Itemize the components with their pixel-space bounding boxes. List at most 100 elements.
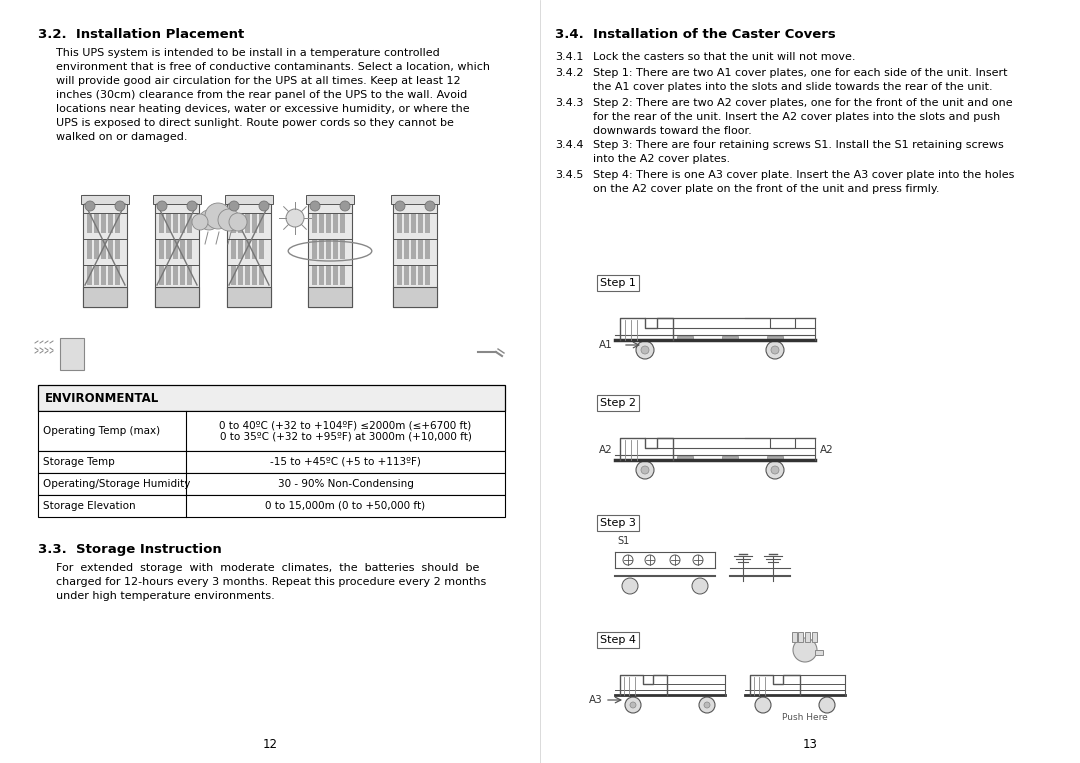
Circle shape [636,341,654,359]
Bar [180,239,185,259]
Text: A2: A2 [820,445,834,455]
Text: Step 2: There are two A2 cover plates, one for the front of the unit and one
for: Step 2: There are two A2 cover plates, o… [593,98,1013,136]
Bar [156,195,199,307]
Circle shape [625,697,642,713]
Bar [38,495,505,517]
Bar [180,213,185,233]
Bar [60,338,84,370]
Bar [252,265,257,285]
Circle shape [793,638,816,662]
Circle shape [395,201,405,211]
Bar [252,213,257,233]
Bar [83,195,127,307]
Bar [333,265,337,285]
Circle shape [157,201,167,211]
Bar [326,239,330,259]
Bar [108,239,112,259]
Text: Operating Temp (max): Operating Temp (max) [43,426,160,436]
Bar [340,213,345,233]
Circle shape [218,209,240,231]
Bar [245,265,249,285]
Bar [340,265,345,285]
Bar [159,239,163,259]
Circle shape [692,578,708,594]
Bar [815,650,823,655]
Text: 0 to 40ºC (+32 to +104ºF) ≤2000m (≤+6700 ft)
0 to 35ºC (+32 to +95ºF) at 3000m (: 0 to 40ºC (+32 to +104ºF) ≤2000m (≤+6700… [219,420,472,442]
Bar [411,265,416,285]
Circle shape [699,697,715,713]
Bar [792,632,797,642]
Bar [83,287,127,307]
Bar [326,265,330,285]
Bar [397,239,402,259]
Bar [393,195,437,307]
Bar [87,213,92,233]
Text: Step 2: Step 2 [600,398,636,408]
Bar [166,213,171,233]
Bar [397,265,402,285]
Bar [166,265,171,285]
Bar [411,239,416,259]
Circle shape [630,702,636,708]
Bar [677,336,693,339]
Bar [231,265,235,285]
Bar [767,456,783,459]
Bar [326,213,330,233]
Circle shape [187,201,197,211]
Bar [333,239,337,259]
Bar [102,239,106,259]
Text: 0 to 15,000m (0 to +50,000 ft): 0 to 15,000m (0 to +50,000 ft) [266,501,426,511]
Bar [81,195,129,204]
Bar [231,239,235,259]
Bar [319,265,324,285]
Text: Storage Temp: Storage Temp [43,457,114,467]
Bar [319,239,324,259]
Circle shape [426,201,435,211]
Circle shape [766,461,784,479]
Bar [340,239,345,259]
Bar [723,456,738,459]
Circle shape [340,201,350,211]
Text: 3.4.3: 3.4.3 [555,98,583,108]
Bar [238,213,243,233]
Circle shape [259,201,269,211]
Bar [252,239,257,259]
Bar [805,632,810,642]
Bar [723,336,738,339]
Bar [312,213,316,233]
Text: 12: 12 [262,738,278,751]
Text: S1: S1 [617,536,630,546]
Bar [333,213,337,233]
Bar [306,195,354,204]
Bar [173,213,177,233]
Bar [319,213,324,233]
Bar [156,287,199,307]
Bar [159,213,163,233]
Text: 3.4.2: 3.4.2 [555,68,583,78]
Circle shape [636,461,654,479]
Bar [108,265,112,285]
Text: 3.3.  Storage Instruction: 3.3. Storage Instruction [38,543,221,556]
Bar [187,265,191,285]
Circle shape [205,203,231,229]
Bar [426,213,430,233]
Bar [238,239,243,259]
Bar [166,239,171,259]
Bar [159,265,163,285]
Bar [404,239,408,259]
Bar [245,213,249,233]
Bar [393,287,437,307]
Circle shape [771,466,779,474]
Text: For  extended  storage  with  moderate  climates,  the  batteries  should  be
ch: For extended storage with moderate clima… [56,563,486,601]
Text: Push Here: Push Here [782,713,828,722]
Circle shape [623,555,633,565]
Circle shape [645,555,654,565]
Text: Step 3: Step 3 [600,518,636,528]
Bar [308,195,352,307]
Bar [245,239,249,259]
Circle shape [819,697,835,713]
Circle shape [755,697,771,713]
Bar [426,239,430,259]
Text: 3.4.5: 3.4.5 [555,169,583,179]
Circle shape [704,702,710,708]
